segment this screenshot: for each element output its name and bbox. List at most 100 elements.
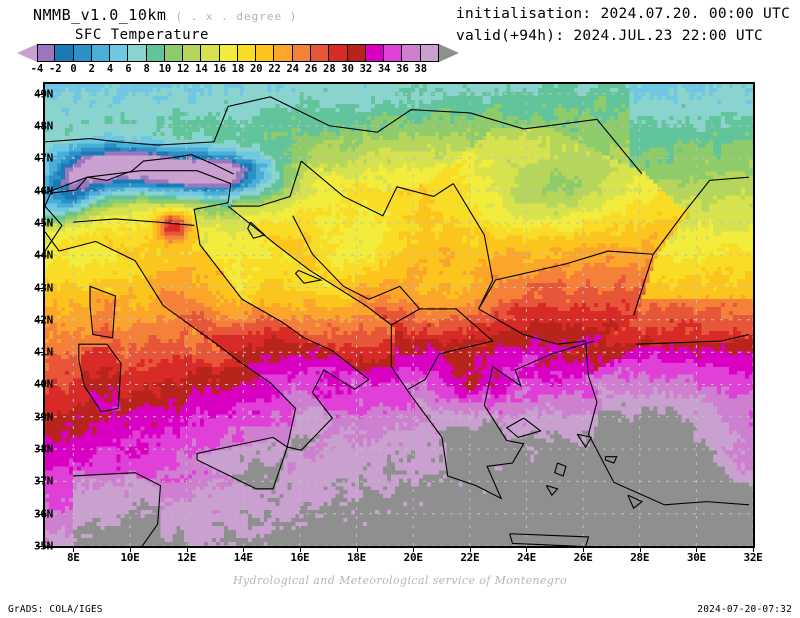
longitude-tick-label: 26E [573,551,593,564]
colorbar-under-arrow-icon [17,44,37,62]
latitude-tick [36,416,43,418]
longitude-tick [639,548,641,552]
model-units: ( . x . degree ) [175,10,298,23]
latitude-tick-label: 49N [34,87,53,101]
colorbar-tick: 12 [176,63,190,75]
colorbar-swatch [329,44,348,62]
colorbar-edge-top [37,44,439,45]
latitude-tick-label: 42N [34,313,53,327]
colorbar-tick: 0 [70,63,77,75]
colorbar-tick: 14 [195,63,208,75]
colorbar-swatch [219,44,238,62]
temperature-field [45,84,753,546]
colorbar-tick: 22 [268,63,281,75]
colorbar-swatch [384,44,403,62]
longitude-tick-label: 14E [233,551,253,564]
longitude-tick-label: 32E [743,551,763,564]
colorbar-swatch [402,44,421,62]
longitude-tick-label: 8E [66,551,80,564]
temperature-map[interactable] [43,82,755,548]
colorbar-swatch [237,44,257,62]
latitude-tick-label: 38N [34,442,53,456]
longitude-tick [469,548,471,552]
longitude-tick-label: 22E [460,551,480,564]
longitude-tick [526,548,528,552]
latitude-tick [36,190,43,192]
colorbar-edge-bottom [37,61,439,62]
longitude-tick-label: 30E [686,551,706,564]
colorbar-swatch [256,44,275,62]
colorbar-swatch [183,44,202,62]
latitude-tick-label: 45N [34,216,53,230]
longitude-tick [583,548,585,552]
longitude-tick [129,548,131,552]
colorbar-swatch [55,44,74,62]
latitude-tick-label: 39N [34,410,53,424]
longitude-tick [356,548,358,552]
colorbar-tick: 26 [304,63,318,75]
generation-timestamp: 2024-07-20-07:32 [697,604,792,615]
longitude-tick [186,548,188,552]
colorbar-tick: 38 [414,63,428,75]
colorbar-tick: 6 [125,63,132,75]
colorbar-tick: 4 [106,63,114,75]
colorbar-swatch [37,44,56,62]
colorbar-swatches [37,44,439,62]
colorbar-tick: 30 [341,63,354,75]
latitude-tick-label: 36N [34,507,53,521]
latitude-tick [36,481,43,483]
longitude-tick [696,548,698,552]
latitude-tick [36,513,43,515]
colorbar-tick: 20 [249,63,263,75]
colorbar-tick: 36 [396,63,409,75]
colorbar-tick: 10 [158,63,172,75]
longitude-tick-label: 18E [347,551,366,564]
latitude-tick-label: 47N [34,151,53,165]
latitude-tick [36,384,43,386]
latitude-tick-label: 48N [34,119,53,133]
valid-time: valid(+94h): 2024.JUL.23 22:00 UTC [456,28,764,44]
colorbar-over-arrow-icon [439,44,459,62]
colorbar-swatch [164,44,184,62]
colorbar-swatch [201,44,220,62]
colorbar-swatch [91,44,111,62]
colorbar-swatch [310,44,330,62]
attribution-text: Hydrological and Meteorological service … [232,574,568,587]
latitude-tick-label: 37N [34,474,53,488]
longitude-tick-label: 24E [516,551,536,564]
colorbar-tick: 8 [143,63,150,75]
colorbar-tick: 28 [323,63,336,75]
latitude-tick-label: 44N [34,248,53,262]
colorbar: -4 -2 0 2 4 6 8 10 12 14 16 18 20 22 24 26 28 30 32 34 36 38 [8,44,468,75]
initialisation-time: initialisation: 2024.07.20. 00:00 UTC [456,6,791,22]
latitude-tick [36,255,43,257]
latitude-tick-label: 43N [34,281,53,295]
latitude-tick [36,449,43,451]
latitude-tick [36,287,43,289]
colorbar-swatch [347,44,366,62]
colorbar-swatch [146,44,165,62]
longitude-tick [73,548,75,552]
colorbar-swatch [292,44,311,62]
field-title: SFC Temperature [75,27,209,43]
longitude-tick-label: 12E [177,551,197,564]
colorbar-swatch [274,44,293,62]
colorbar-tick: 32 [359,63,373,75]
colorbar-tick: -4 [30,63,44,75]
latitude-tick [36,126,43,127]
colorbar-swatch [128,44,147,62]
latitude-tick [36,222,43,224]
latitude-tick [36,352,43,354]
longitude-tick [413,548,415,552]
latitude-tick-label: 35N [34,539,53,553]
colorbar-tick: 16 [213,63,227,75]
latitude-tick [36,546,43,547]
latitude-tick-label: 46N [34,184,53,198]
latitude-tick [36,93,43,95]
colorbar-tick: 24 [286,63,300,75]
longitude-tick-label: 16E [290,551,310,564]
longitude-tick-label: 20E [403,551,423,564]
longitude-tick [299,548,301,552]
colorbar-tick: 34 [377,63,391,75]
longitude-tick-label: 28E [630,551,650,564]
